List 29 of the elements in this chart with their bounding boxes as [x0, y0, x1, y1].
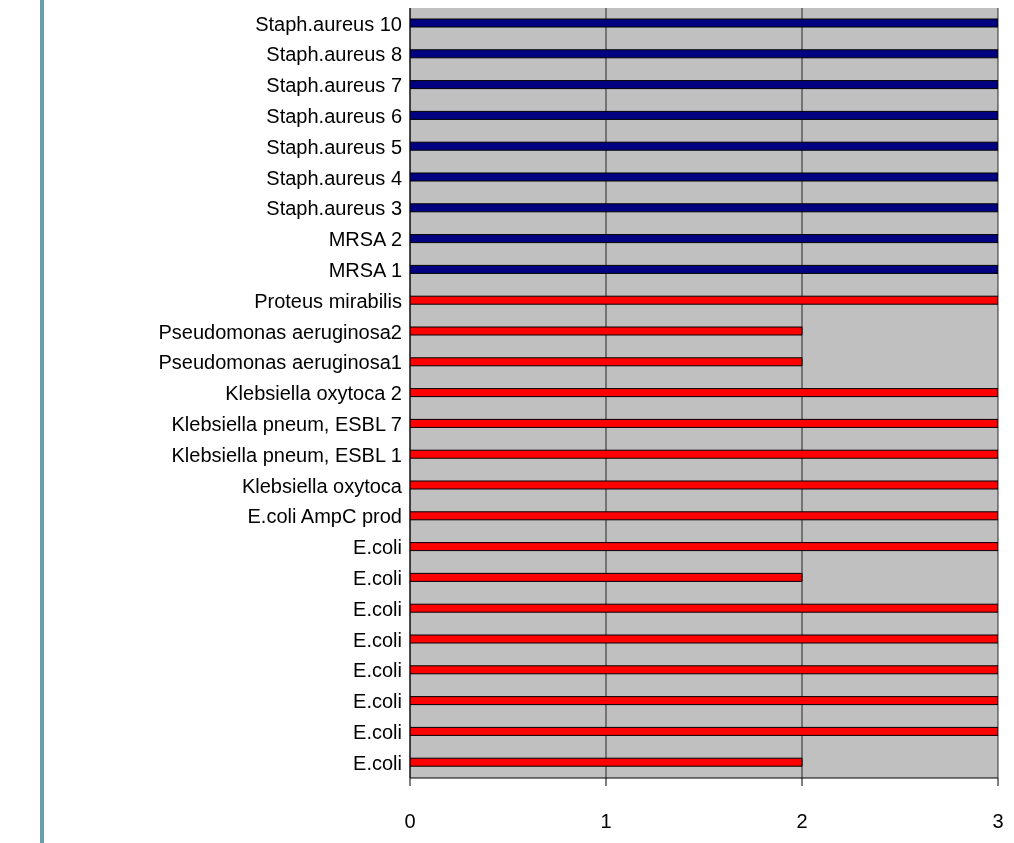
- y-tick-label: E.coli: [353, 597, 402, 620]
- y-tick-label: Klebsiella oxytoca: [241, 474, 403, 497]
- y-tick-label: E.coli: [353, 751, 402, 774]
- y-tick-label: Staph.aureus 7: [266, 74, 402, 97]
- x-tick-label: 1: [600, 810, 612, 833]
- y-tick-label: Proteus mirabilis: [254, 289, 402, 312]
- y-tick-label: Pseudomonas aeruginosa2: [158, 320, 402, 343]
- y-tick-label: E.coli: [353, 536, 402, 559]
- y-tick-label: Staph.aureus 3: [266, 197, 402, 220]
- y-tick-label: E.coli: [353, 690, 402, 713]
- y-tick-label: Klebsiella pneum, ESBL 7: [171, 412, 402, 435]
- y-tick-label: Staph.aureus 5: [266, 135, 402, 158]
- y-tick-label: Klebsiella oxytoca 2: [225, 382, 402, 405]
- y-tick-label: MRSA 2: [328, 228, 402, 251]
- y-tick-label: Staph.aureus 8: [266, 43, 402, 66]
- y-tick-label: Staph.aureus 6: [266, 104, 402, 127]
- y-tick-label: Staph.aureus 10: [255, 12, 402, 35]
- y-tick-label: E.coli: [353, 720, 402, 743]
- y-tick-label: Pseudomonas aeruginosa1: [158, 351, 402, 374]
- y-tick-label: Klebsiella pneum, ESBL 1: [171, 443, 402, 466]
- y-tick-label: E.coli: [353, 659, 402, 682]
- y-tick-label: E.coli: [353, 628, 402, 651]
- x-tick-label: 3: [992, 810, 1004, 833]
- y-tick-label: E.coli: [353, 566, 402, 589]
- x-tick-label: 2: [796, 810, 808, 833]
- x-tick-label: 0: [404, 810, 416, 833]
- y-tick-label: MRSA 1: [328, 258, 402, 281]
- y-tick-label: E.coli AmpC prod: [247, 505, 402, 528]
- y-tick-label: Staph.aureus 4: [266, 166, 402, 189]
